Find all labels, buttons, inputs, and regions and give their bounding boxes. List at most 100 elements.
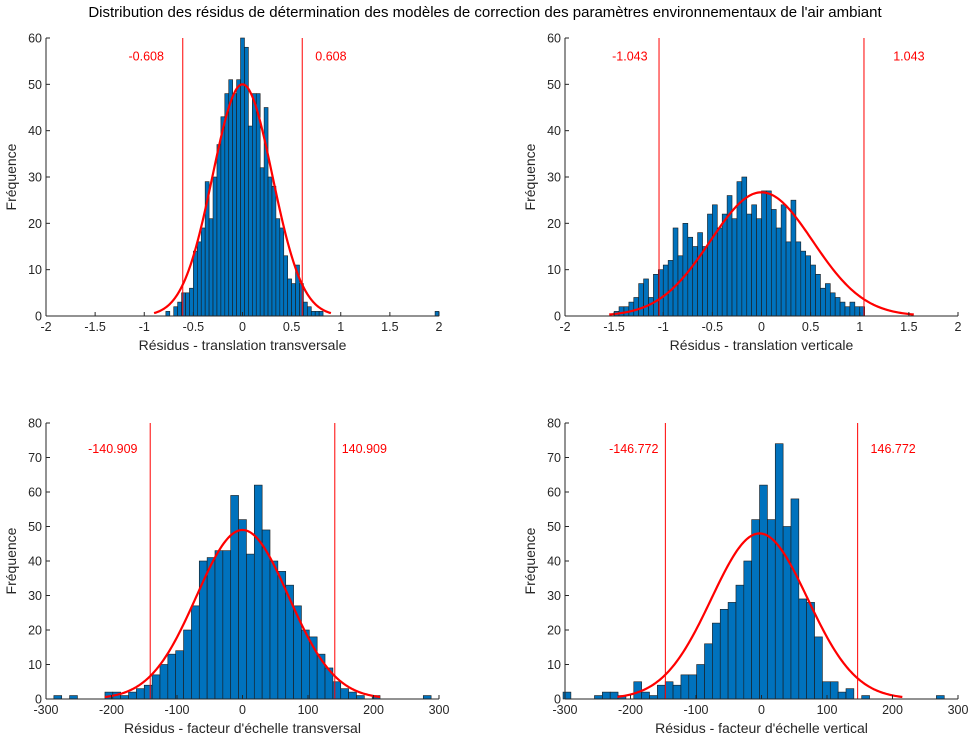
x-tick-label: -200 bbox=[99, 703, 124, 717]
x-tick-label: 0 bbox=[758, 320, 765, 334]
histogram-bar bbox=[175, 650, 184, 700]
y-tick-label: 30 bbox=[28, 171, 42, 185]
histogram-bar bbox=[704, 643, 713, 700]
upper-threshold-label: 146.772 bbox=[871, 442, 916, 456]
x-axis-label: Résidus - translation transversale bbox=[139, 337, 347, 353]
histogram-bar bbox=[664, 681, 674, 700]
histogram-bar bbox=[208, 218, 214, 317]
y-tick-label: 40 bbox=[28, 124, 42, 138]
upper-threshold-label: 140.909 bbox=[342, 442, 387, 456]
histogram-bar bbox=[279, 227, 285, 317]
y-tick-label: 20 bbox=[28, 217, 42, 231]
histogram-bar bbox=[649, 695, 658, 700]
histogram-bar bbox=[185, 292, 190, 317]
histogram-bar bbox=[697, 232, 703, 317]
histogram-bar bbox=[743, 560, 752, 700]
lower-threshold-label: -140.909 bbox=[88, 442, 137, 456]
histogram-bar bbox=[766, 190, 772, 317]
y-tick-label: 80 bbox=[28, 417, 42, 431]
histogram-bar bbox=[751, 519, 760, 700]
histogram-bar bbox=[785, 241, 792, 317]
histogram-bar bbox=[228, 79, 233, 317]
histogram-bar bbox=[795, 241, 802, 317]
y-tick-label: 20 bbox=[547, 624, 561, 638]
outlier-bar bbox=[53, 695, 63, 700]
x-tick-label: 1 bbox=[337, 320, 344, 334]
histogram-bar bbox=[751, 204, 757, 317]
y-tick-label: 30 bbox=[547, 589, 561, 603]
histogram-bar bbox=[641, 691, 650, 700]
x-tick-label: 200 bbox=[363, 703, 384, 717]
histogram-bar bbox=[854, 306, 861, 317]
y-tick-label: 30 bbox=[28, 589, 42, 603]
histogram-bar bbox=[798, 598, 807, 700]
histogram-bar bbox=[283, 255, 288, 317]
histogram-bar bbox=[214, 550, 224, 700]
x-tick-label: -0.5 bbox=[702, 320, 724, 334]
histogram-bar bbox=[805, 255, 811, 317]
y-tick-label: 50 bbox=[547, 78, 561, 92]
panel-translation-transversale: -0.608 0.608-2 -1.5 -1 -0.5 0 0.5 1 1.5 201020304… bbox=[3, 32, 443, 354]
histogram-bar bbox=[143, 684, 153, 700]
y-tick-label: 30 bbox=[547, 171, 561, 185]
y-tick-label: 50 bbox=[547, 520, 561, 534]
y-tick-label: 60 bbox=[28, 486, 42, 500]
histogram-bar bbox=[696, 664, 705, 700]
outlier-bar bbox=[562, 691, 572, 700]
outlier-bar bbox=[936, 695, 945, 700]
histogram-bar bbox=[849, 301, 856, 317]
histogram-bar bbox=[680, 674, 690, 700]
y-tick-label: 70 bbox=[28, 451, 42, 465]
x-tick-label: 2 bbox=[436, 320, 443, 334]
y-tick-label: 50 bbox=[28, 78, 42, 92]
x-tick-label: 0 bbox=[239, 703, 246, 717]
x-tick-label: -1.5 bbox=[603, 320, 625, 334]
x-tick-label: 0.5 bbox=[802, 320, 819, 334]
histogram-bar bbox=[814, 636, 823, 700]
histogram-bar bbox=[829, 292, 836, 317]
panel-translation-verticale: -1.043 1.043-2 -1.5 -1 -0.5 0 0.5 1 1.5 201020304… bbox=[522, 32, 962, 354]
panel-facteur-echelle-vertical: -146.772 146.772 -300 -200 -100 0 100 200 300 0 10… bbox=[522, 417, 968, 737]
x-tick-label: 300 bbox=[429, 703, 450, 717]
histogram-bar bbox=[238, 519, 247, 700]
x-tick-label: -2 bbox=[40, 320, 51, 334]
lower-threshold-label: -146.772 bbox=[609, 442, 658, 456]
outlier-bar bbox=[69, 695, 78, 700]
upper-threshold-label: 0.608 bbox=[315, 50, 346, 64]
histogram-bar bbox=[815, 273, 821, 317]
y-tick-label: 60 bbox=[547, 486, 561, 500]
y-tick-label: 40 bbox=[547, 124, 561, 138]
histogram-bar bbox=[672, 684, 682, 700]
x-tick-label: 1.5 bbox=[900, 320, 917, 334]
histogram-bar bbox=[618, 306, 625, 317]
histogram-bar bbox=[672, 227, 679, 317]
y-tick-label: 10 bbox=[28, 263, 42, 277]
histogram-bar bbox=[259, 167, 265, 317]
histogram-bar bbox=[677, 255, 684, 317]
histogram-bar bbox=[340, 688, 349, 700]
histogram-bar bbox=[633, 297, 639, 317]
histogram-bar bbox=[861, 695, 870, 700]
y-tick-label: 40 bbox=[28, 555, 42, 569]
histogram-bar bbox=[301, 629, 310, 700]
histogram-bar bbox=[165, 311, 171, 317]
histogram-bar bbox=[275, 218, 281, 317]
histogram-bar bbox=[628, 301, 635, 317]
histogram-bar bbox=[269, 560, 279, 700]
y-tick-label: 0 bbox=[35, 310, 42, 324]
upper-threshold-label: 1.043 bbox=[893, 50, 924, 64]
histogram-bar bbox=[643, 278, 649, 317]
histogram-bars bbox=[53, 484, 432, 700]
histogram-bar bbox=[197, 241, 202, 317]
histogram-bar bbox=[191, 605, 200, 700]
histogram-bar bbox=[800, 250, 807, 317]
histogram-bar bbox=[183, 629, 192, 700]
y-axis-label: Fréquence bbox=[522, 527, 538, 594]
histogram-bar bbox=[189, 287, 194, 317]
histogram-bar bbox=[246, 553, 255, 700]
histogram-bar bbox=[687, 236, 694, 317]
histogram-bar bbox=[707, 213, 713, 317]
x-tick-label: -200 bbox=[618, 703, 643, 717]
histogram-bar bbox=[825, 283, 831, 317]
